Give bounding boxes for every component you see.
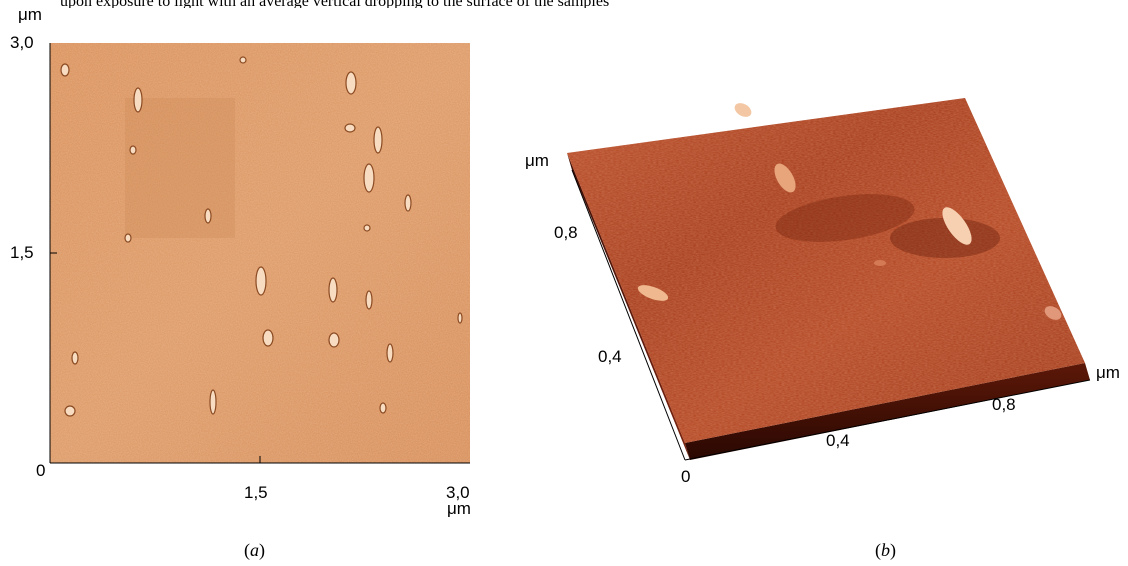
y-tick-1-5: 1,5 <box>10 243 34 262</box>
right-unit-label: μm <box>1096 363 1120 382</box>
surface-particles <box>60 56 463 417</box>
y-unit-label: μm <box>18 5 42 24</box>
bottom-tick-0-4: 0,4 <box>826 431 850 450</box>
surface-particles-3d <box>637 103 1062 320</box>
panel-a-label: (a) <box>244 540 265 560</box>
left-tick-0-4: 0,4 <box>598 347 622 366</box>
x-tick-3-0: 3,0 <box>446 483 470 502</box>
y-tick-3-0: 3,0 <box>10 33 34 52</box>
x-tick-1-5: 1,5 <box>244 483 268 502</box>
afm-3d-surface <box>567 98 1091 461</box>
origin-tick: 0 <box>36 461 46 480</box>
caption-fragment: upon exposure to light with an average v… <box>0 0 1128 8</box>
origin-tick-3d: 0 <box>681 467 691 486</box>
bottom-tick-0-8: 0,8 <box>992 395 1016 414</box>
left-unit-label: μm <box>525 151 549 170</box>
left-tick-0-8: 0,8 <box>554 223 578 242</box>
panel-b-label: (b) <box>875 540 896 560</box>
x-unit-label: μm <box>447 499 471 518</box>
afm-2d-image <box>49 43 470 464</box>
